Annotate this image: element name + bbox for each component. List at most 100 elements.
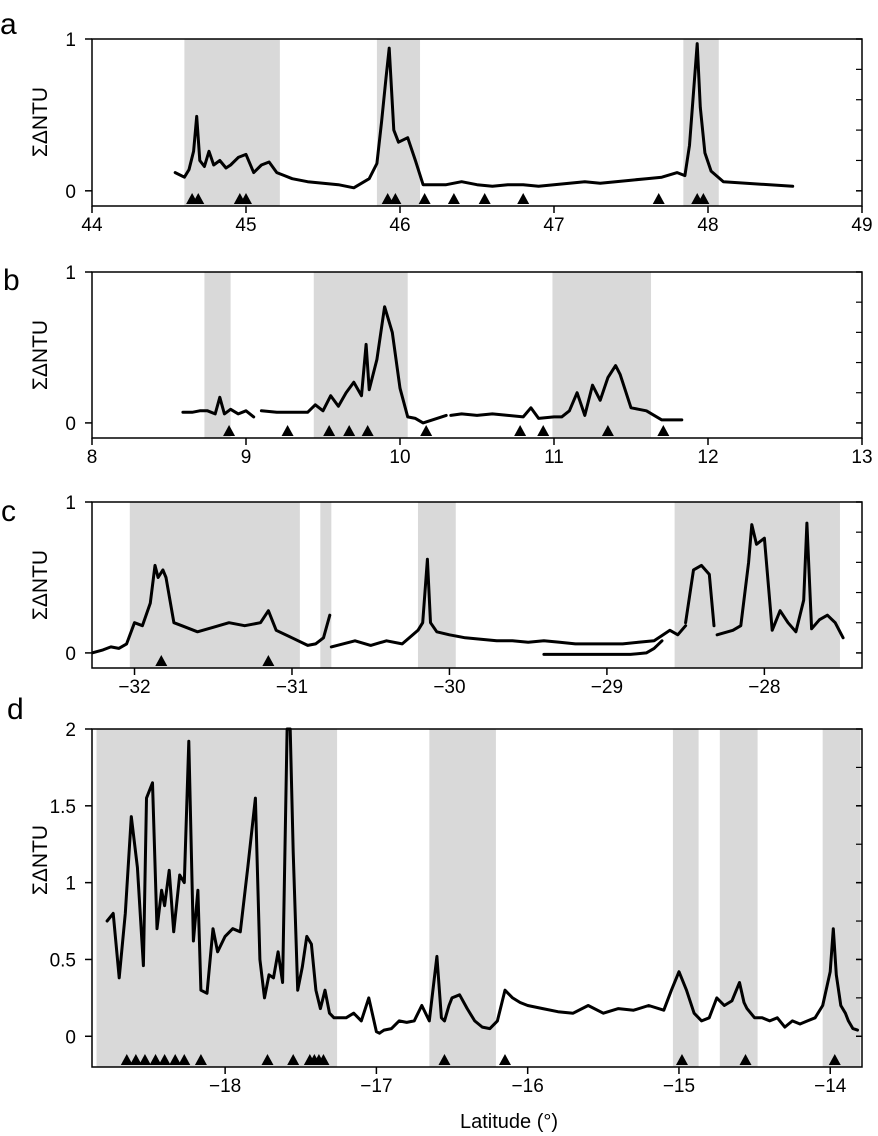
shaded-region xyxy=(320,502,332,668)
y-tick-label: 0 xyxy=(65,414,76,435)
sample-marker xyxy=(478,193,491,204)
y-tick-label: 1 xyxy=(65,493,76,514)
sample-marker xyxy=(155,655,168,666)
sample-marker xyxy=(601,425,614,436)
x-tick-label: 44 xyxy=(81,215,103,236)
sample-marker xyxy=(537,425,550,436)
x-tick-label: 46 xyxy=(389,215,410,236)
x-tick-label: −28 xyxy=(748,677,780,698)
sample-marker xyxy=(675,1054,688,1065)
series-line xyxy=(105,727,859,1035)
x-tick-label: −32 xyxy=(118,677,150,698)
sample-marker xyxy=(361,425,374,436)
sample-marker xyxy=(262,655,275,666)
series-line xyxy=(449,364,684,422)
sample-marker xyxy=(317,1054,330,1065)
y-tick-label: 1 xyxy=(65,263,76,284)
y-tick-label: 0 xyxy=(65,644,76,665)
plot-frame xyxy=(91,271,863,439)
sample-marker xyxy=(828,1054,841,1065)
shaded-region xyxy=(822,729,861,1067)
x-tick-label: −16 xyxy=(512,1076,544,1097)
sample-marker xyxy=(178,1054,191,1065)
panel-label: c xyxy=(1,495,16,528)
sample-marker xyxy=(149,1054,162,1065)
sample-marker xyxy=(498,1054,511,1065)
y-tick-label: 0 xyxy=(65,1027,76,1048)
plot-frame xyxy=(91,501,863,669)
sample-marker xyxy=(120,1054,133,1065)
sample-marker xyxy=(517,193,530,204)
y-axis-label: ΣΔNTU xyxy=(29,825,52,895)
sample-marker xyxy=(447,193,460,204)
sample-marker xyxy=(418,193,431,204)
x-tick-label: 10 xyxy=(389,447,410,468)
sample-marker xyxy=(652,193,665,204)
sample-marker xyxy=(657,425,670,436)
shaded-region xyxy=(429,729,496,1067)
x-tick-label: 48 xyxy=(697,215,718,236)
series-line xyxy=(259,305,448,425)
sample-marker xyxy=(223,425,236,436)
series-line xyxy=(715,521,845,640)
sample-marker xyxy=(192,193,205,204)
sample-marker xyxy=(343,425,356,436)
shaded-region xyxy=(719,729,758,1067)
y-tick-label: 2 xyxy=(65,720,76,741)
series-line xyxy=(181,395,256,419)
sample-marker xyxy=(438,1054,451,1065)
shaded-region xyxy=(184,39,280,206)
sample-marker xyxy=(281,425,294,436)
x-axis-label: Latitude (°) xyxy=(460,1111,558,1133)
sample-marker xyxy=(138,1054,151,1065)
x-tick-label: −17 xyxy=(360,1076,392,1097)
sample-marker xyxy=(169,1054,182,1065)
x-tick-label: −18 xyxy=(209,1076,241,1097)
panel-d: −18 −17 −16 −15 −14 0 0.5 1 1.5 2 d ΣΔNTU xyxy=(7,693,863,1097)
x-tick-label: −31 xyxy=(276,677,308,698)
panel-c: −32 −31 −30 −29 −28 0 1 c ΣΔNTU xyxy=(1,493,863,698)
shaded-region xyxy=(129,502,300,668)
sample-marker xyxy=(697,193,710,204)
y-axis-label: ΣΔNTU xyxy=(29,320,52,390)
x-tick-label: 8 xyxy=(87,447,98,468)
plot-frame xyxy=(91,728,863,1068)
sample-marker xyxy=(739,1054,752,1065)
panel-label: b xyxy=(3,264,20,297)
x-tick-label: 9 xyxy=(241,447,252,468)
shaded-region xyxy=(376,39,421,206)
series-line xyxy=(542,639,664,656)
y-tick-label: 0.5 xyxy=(50,950,76,971)
panel-label: d xyxy=(7,693,24,726)
series-line xyxy=(684,563,716,628)
series-line xyxy=(173,42,795,190)
x-tick-label: 12 xyxy=(697,447,718,468)
panel-b: 8 9 10 11 12 13 0 1 b ΣΔNTU xyxy=(3,263,873,468)
x-tick-label: 45 xyxy=(235,215,256,236)
panel-label: a xyxy=(0,8,17,41)
y-tick-label: 1 xyxy=(65,874,76,895)
sample-marker xyxy=(194,1054,207,1065)
y-axis-label: ΣΔNTU xyxy=(29,87,52,157)
x-tick-label: 11 xyxy=(544,447,564,468)
shaded-region xyxy=(672,729,699,1067)
sample-marker xyxy=(323,425,336,436)
x-tick-label: −14 xyxy=(814,1076,847,1097)
x-tick-label: 49 xyxy=(851,215,872,236)
sample-marker xyxy=(129,1054,142,1065)
shaded-region xyxy=(417,502,456,668)
y-tick-label: 1.5 xyxy=(50,797,76,818)
x-tick-label: −15 xyxy=(663,1076,695,1097)
sample-marker xyxy=(381,193,394,204)
shaded-region xyxy=(96,729,338,1067)
x-tick-label: 47 xyxy=(543,215,564,236)
y-tick-label: 0 xyxy=(65,182,76,203)
panel-a: 44 45 46 47 48 49 0 1 a ΣΔNTU xyxy=(0,8,873,236)
x-tick-label: −29 xyxy=(591,677,623,698)
sample-marker xyxy=(261,1054,274,1065)
sample-marker xyxy=(287,1054,300,1065)
series-line xyxy=(329,557,688,649)
y-tick-label: 1 xyxy=(65,30,76,51)
x-tick-label: −30 xyxy=(433,677,465,698)
